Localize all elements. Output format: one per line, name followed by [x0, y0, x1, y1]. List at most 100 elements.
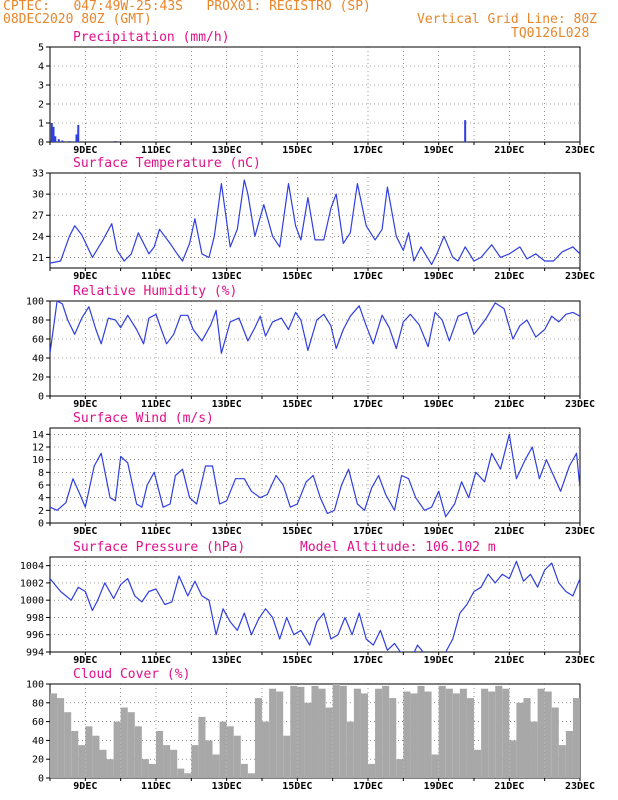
x-tick-label: 19DEC	[424, 271, 454, 282]
y-tick-label: 0	[38, 138, 44, 149]
panel-frame	[49, 556, 581, 653]
cloud-cover-bar	[325, 707, 333, 778]
x-tick-label: 17DEC	[353, 399, 383, 410]
panel-annotation: Model Altitude: 106.102 m	[300, 540, 496, 555]
cloud-cover-bar	[481, 688, 489, 778]
panel-frame	[49, 427, 581, 524]
cloud-cover-bar	[488, 691, 496, 778]
series-group	[50, 301, 580, 354]
cloud-cover-bar	[219, 721, 227, 778]
header-grid-line: Vertical Grid Line: 80Z	[417, 12, 598, 27]
y-tick-label: 33	[32, 169, 44, 180]
x-tick-label: 17DEC	[353, 655, 383, 666]
y-tick-label: 100	[26, 680, 44, 691]
y-tick-label: 80	[32, 698, 44, 709]
precip-bar	[50, 123, 53, 142]
x-tick-label: 21DEC	[494, 145, 524, 156]
cloud-cover-bar	[452, 693, 460, 778]
precip-bar	[464, 120, 467, 142]
cloud-cover-bar	[64, 712, 72, 778]
x-tick-label: 21DEC	[494, 271, 524, 282]
cloud-cover-bar	[247, 773, 255, 778]
x-tick-label: 15DEC	[282, 271, 312, 282]
cloud-cover-bar	[346, 721, 354, 778]
y-tick-label: 8	[38, 468, 44, 479]
cloud-cover-bar	[389, 698, 397, 778]
y-tick-label: 4	[38, 493, 44, 504]
x-tick-label: 11DEC	[141, 145, 171, 156]
precip-bar	[57, 139, 60, 142]
precip-bar	[75, 134, 78, 142]
y-tick-label: 0	[38, 392, 44, 403]
cloud-cover-bar	[205, 740, 213, 778]
series-group	[50, 120, 467, 142]
precip-bar	[77, 124, 80, 142]
cloud-cover-bar	[226, 726, 234, 778]
cloud-cover-bar	[240, 763, 248, 778]
x-tick-label: 19DEC	[424, 399, 454, 410]
panel-title: Surface Wind (m/s)	[73, 411, 214, 426]
x-tick-label: 13DEC	[212, 526, 242, 537]
cloud-cover-bar	[212, 754, 220, 778]
x-tick-label: 23DEC	[565, 271, 595, 282]
x-tick-label: 11DEC	[141, 271, 171, 282]
cloud-cover-bar	[141, 759, 149, 778]
series-group	[50, 179, 580, 266]
x-tick-label: 23DEC	[565, 526, 595, 537]
x-tick-label: 19DEC	[424, 145, 454, 156]
cloud-cover-bar	[120, 707, 128, 778]
x-tick-label: 17DEC	[353, 145, 383, 156]
panel-title: Surface Temperature (nC)	[73, 156, 261, 171]
x-tick-label: 13DEC	[212, 271, 242, 282]
cloud-cover-bar	[57, 698, 65, 778]
y-tick-label: 0	[38, 519, 44, 530]
precip-bar	[54, 136, 57, 142]
precip-bar	[68, 141, 71, 142]
cloud-cover-bar	[410, 693, 418, 778]
cloud-cover-bar	[191, 745, 199, 778]
cloud-cover-bar	[233, 735, 241, 778]
cloud-cover-bar	[459, 688, 467, 778]
y-tick-label: 5	[38, 43, 44, 54]
x-tick-label: 15DEC	[282, 526, 312, 537]
cloud-cover-bar	[502, 688, 510, 778]
x-tick-label: 9DEC	[73, 781, 97, 792]
cloud-cover-bar	[530, 721, 538, 778]
x-tick-label: 9DEC	[73, 271, 97, 282]
x-tick-label: 11DEC	[141, 655, 171, 666]
cloud-cover-bar	[558, 745, 566, 778]
cloud-cover-bar	[71, 731, 79, 778]
x-tick-label: 23DEC	[565, 655, 595, 666]
cloud-cover-bar	[148, 763, 156, 778]
panel-4: 994 996 998 1000 1002 1004 9DEC 11DEC 13DEC 15DEC…	[20, 540, 595, 666]
y-tick-label: 994	[26, 648, 44, 659]
panel-title: Relative Humidity (%)	[73, 284, 237, 299]
y-tick-label: 60	[32, 717, 44, 728]
cloud-cover-bar	[509, 740, 517, 778]
panel-title: Surface Pressure (hPa)	[73, 540, 245, 555]
cloud-cover-bar	[474, 749, 482, 778]
y-tick-label: 40	[32, 354, 44, 365]
header-date: 08DEC2020 80Z (GMT)	[3, 12, 152, 27]
y-tick-label: 1002	[20, 578, 44, 589]
series-group	[50, 433, 580, 518]
cloud-cover-bar	[85, 726, 93, 778]
cloud-cover-bar	[92, 735, 100, 778]
panel-frame	[49, 172, 581, 269]
cloud-cover-bar	[311, 685, 319, 778]
x-tick-label: 19DEC	[424, 655, 454, 666]
y-tick-label: 24	[32, 232, 44, 243]
cloud-cover-bar	[78, 745, 86, 778]
y-tick-label: 2	[38, 100, 44, 111]
cloud-cover-bar	[184, 773, 192, 778]
cloud-cover-bar	[424, 691, 432, 778]
cloud-cover-bar	[156, 731, 164, 778]
cloud-cover-bar	[297, 686, 305, 778]
series-group	[50, 560, 580, 652]
x-tick-label: 13DEC	[212, 781, 242, 792]
series-line	[50, 301, 580, 354]
y-tick-label: 14	[32, 430, 44, 441]
x-tick-label: 11DEC	[141, 526, 171, 537]
x-tick-label: 9DEC	[73, 145, 97, 156]
x-tick-label: 15DEC	[282, 781, 312, 792]
